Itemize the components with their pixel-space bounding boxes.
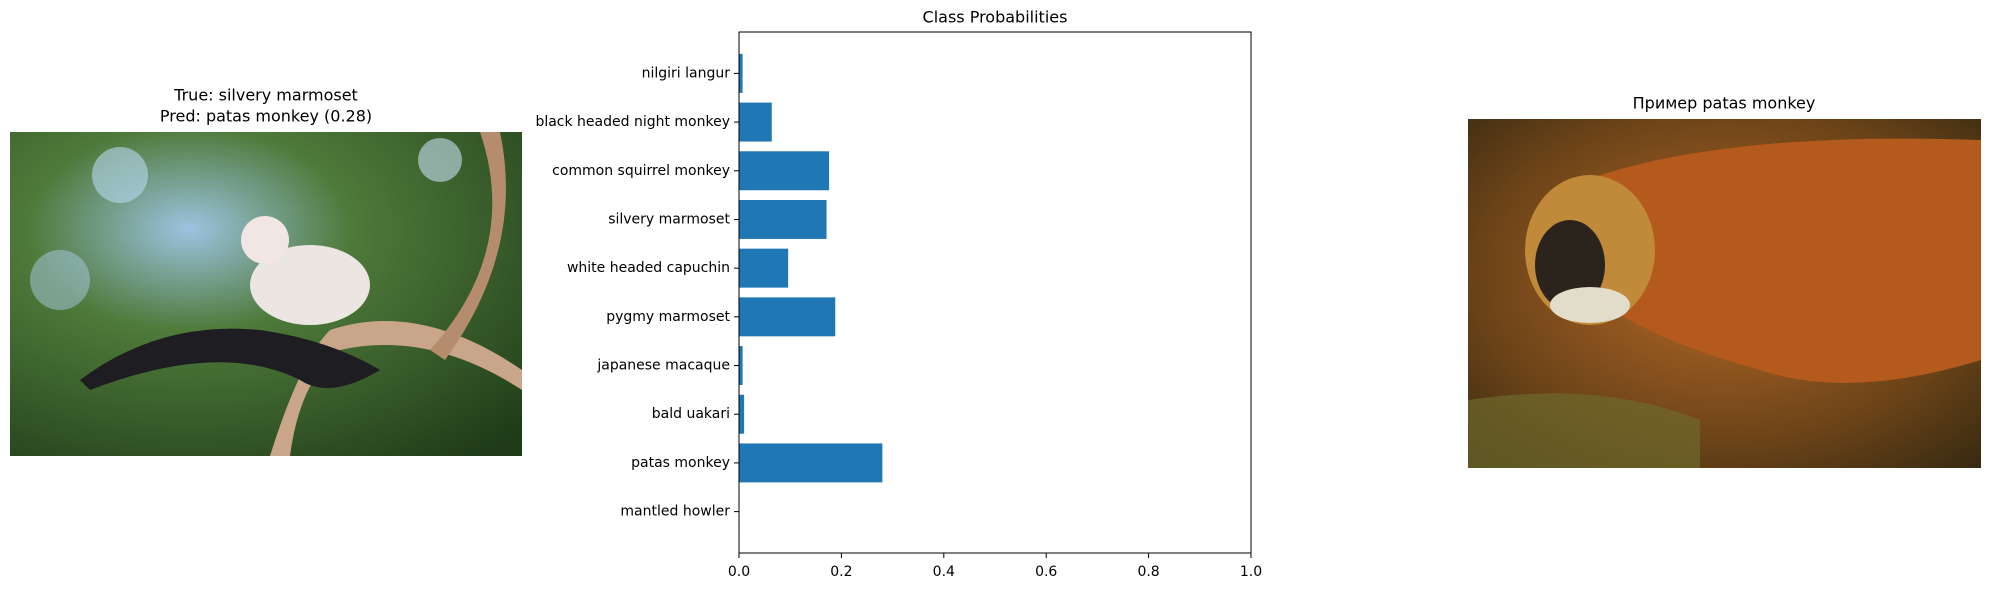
x-tick-label: 1.0 <box>1240 564 1262 580</box>
y-tick-label: pygmy marmoset <box>606 309 730 325</box>
image-title: Pred: patas monkey (0.28) <box>160 107 372 126</box>
bar-chart: Class Probabilities <box>923 8 1068 27</box>
bar <box>739 199 827 239</box>
y-tick-label: mantled howler <box>620 504 730 520</box>
bar <box>739 102 772 142</box>
bar <box>739 248 789 288</box>
bar <box>739 297 836 337</box>
bar <box>739 151 830 191</box>
chart-title: Class Probabilities <box>923 8 1068 27</box>
photo-patas-monkey <box>1468 119 1981 468</box>
y-tick-label: black headed night monkey <box>535 114 730 130</box>
x-tick-label: 0.6 <box>1035 564 1057 580</box>
y-tick-label: bald uakari <box>652 406 730 422</box>
bar <box>739 346 743 386</box>
y-tick-label: nilgiri langur <box>642 65 731 81</box>
x-tick-label: 0.8 <box>1137 564 1159 580</box>
image-title: True: silvery marmoset <box>173 86 358 105</box>
y-tick-label: common squirrel monkey <box>552 163 730 179</box>
y-tick-label: white headed capuchin <box>567 260 730 276</box>
photo-silvery-marmoset <box>10 132 522 456</box>
x-tick-label: 0.4 <box>933 564 955 580</box>
bar <box>739 53 743 93</box>
bar <box>739 443 883 483</box>
y-tick-label: silvery marmoset <box>608 211 730 227</box>
image-title: Пример patas monkey <box>1633 94 1816 113</box>
bar <box>739 394 745 434</box>
x-tick-label: 0.0 <box>728 564 750 580</box>
y-tick-label: japanese macaque <box>596 358 730 374</box>
plot-frame <box>738 31 1252 554</box>
x-tick-label: 0.2 <box>830 564 852 580</box>
y-tick-label: patas monkey <box>631 455 730 471</box>
